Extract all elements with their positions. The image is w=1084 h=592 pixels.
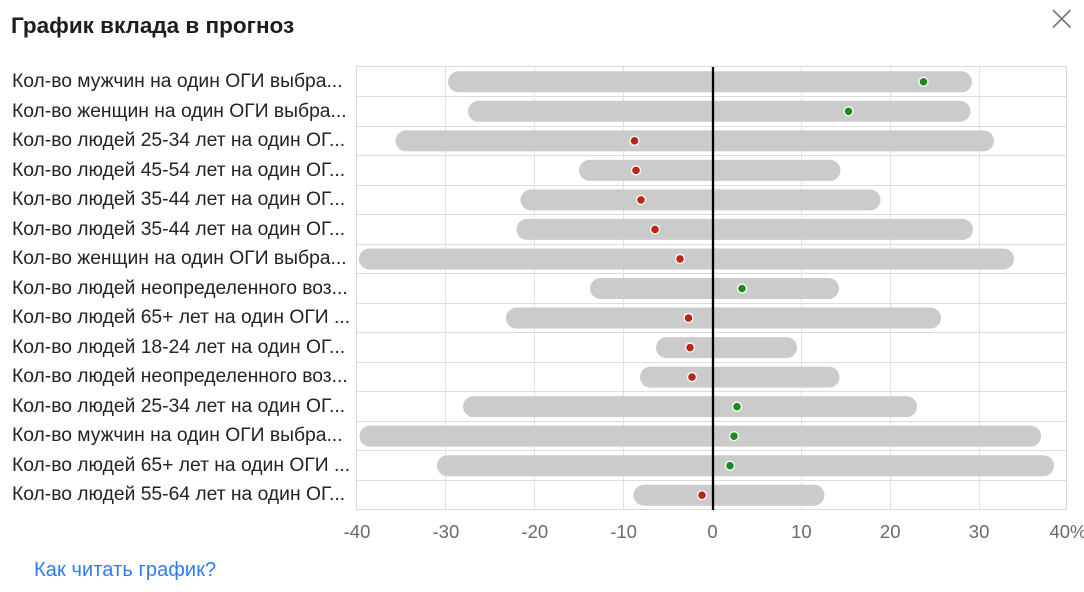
svg-text:20: 20 bbox=[880, 521, 901, 542]
svg-text:40%: 40% bbox=[1049, 521, 1084, 542]
svg-text:30: 30 bbox=[969, 521, 990, 542]
svg-text:10: 10 bbox=[791, 521, 812, 542]
svg-text:-10: -10 bbox=[610, 521, 637, 542]
svg-text:-30: -30 bbox=[433, 521, 460, 542]
svg-text:0: 0 bbox=[707, 521, 717, 542]
svg-text:-20: -20 bbox=[521, 521, 548, 542]
svg-text:-40: -40 bbox=[344, 521, 371, 542]
